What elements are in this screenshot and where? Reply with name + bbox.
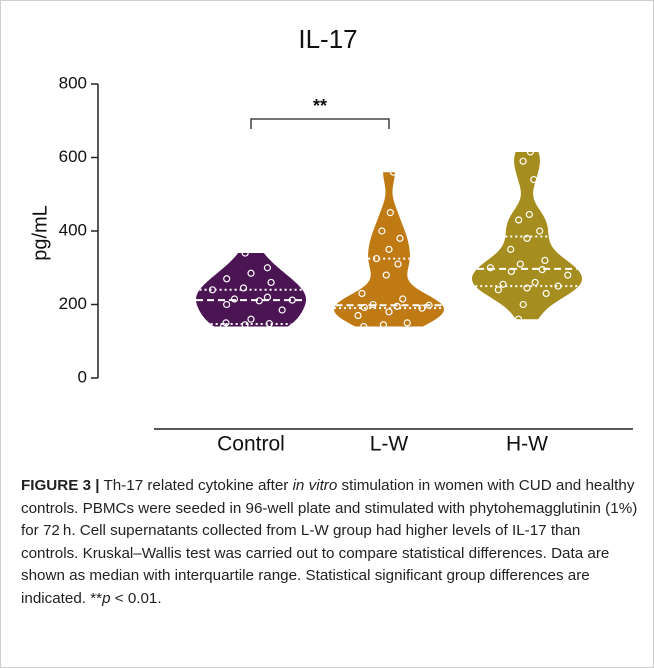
y-tick-label: 800 [59,73,87,92]
data-point [525,210,533,219]
data-point [541,256,549,264]
data-point [247,315,255,323]
data-point [519,157,527,165]
data-point [288,296,296,304]
y-tick-label: 400 [59,220,87,239]
data-point [403,319,411,327]
data-point [538,265,546,274]
data-point [247,269,255,277]
data-point [519,300,527,309]
data-point [230,295,239,303]
data-point [360,322,368,331]
caption-label: FIGURE 3 | [21,477,100,494]
data-point [278,306,286,314]
data-point [360,303,368,312]
data-point [531,278,539,287]
x-tick-label: H-W [506,433,548,456]
data-point [542,289,550,298]
data-point [255,297,263,305]
data-point [554,282,562,290]
data-point [515,216,523,224]
data-point [514,315,523,323]
data-point [263,264,272,272]
data-point [223,275,231,283]
data-point [530,175,538,184]
data-point [378,227,386,235]
data-point [386,209,394,217]
caption-text: p [102,589,111,607]
data-point [239,284,248,292]
data-point [394,260,402,268]
chart-title: IL-17 [298,24,357,54]
data-point [241,249,249,257]
data-point [263,293,272,301]
data-point [486,264,494,272]
data-point [399,295,407,303]
violin-body [334,172,444,327]
y-tick-label: 0 [78,367,87,386]
data-point [536,227,544,235]
data-point [523,234,531,242]
data-point [241,321,249,329]
data-point [494,286,502,294]
data-point [385,245,393,253]
caption: FIGURE 3 | Th-17 related cytokine after … [21,475,639,610]
caption-text: in vitro [292,477,338,494]
caption-text: stimulation in women with CUD and health… [21,477,638,607]
data-point [369,300,377,309]
data-point [564,271,572,279]
data-point [507,245,515,253]
data-point [358,289,366,298]
caption-text: < 0.01. [110,589,162,607]
x-tick-label: Control [217,433,285,456]
data-point [523,284,531,292]
data-point [379,321,388,329]
data-point [516,260,524,268]
y-tick-label: 200 [59,294,87,313]
caption-text: Th-17 related cytokine after [99,477,293,494]
data-point [425,301,433,309]
data-point [385,308,393,316]
data-point [382,271,390,279]
chart: IL-17 pg/mL 0 200 400 600 800 Control L-W H-W ** [29,24,633,456]
data-point [507,267,515,276]
data-point [354,311,362,320]
data-point [526,148,535,156]
x-tick-label: L-W [370,433,409,456]
data-point [393,302,401,310]
data-point [372,254,381,263]
y-tick-label: 600 [59,147,87,166]
data-point [499,280,507,288]
significance-bracket [250,118,390,129]
data-point [418,304,426,312]
data-point [222,319,230,327]
data-point [267,278,275,287]
y-axis-label: pg/mL [29,205,51,261]
data-point [389,168,398,176]
data-point [208,286,217,294]
data-point [223,300,231,309]
data-point [265,320,273,328]
data-point [396,234,404,242]
caption-text: ** [90,589,103,607]
significance-label: ** [313,96,327,116]
